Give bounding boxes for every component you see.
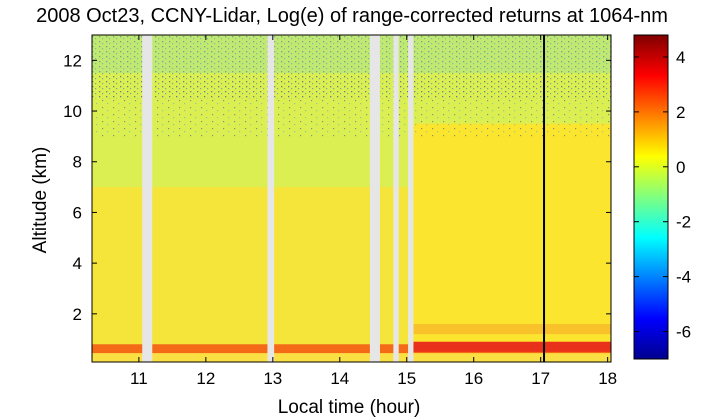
y-tick-label: 12 bbox=[63, 51, 82, 70]
colorbar: 4 2 0 -2 -4 -6 bbox=[633, 34, 691, 360]
noise-upper bbox=[92, 35, 611, 99]
data-gap bbox=[408, 35, 414, 362]
data-gap bbox=[393, 35, 399, 362]
data-gap bbox=[369, 35, 380, 362]
y-tick-label: 6 bbox=[73, 203, 82, 222]
chart-title: 2008 Oct23, CCNY-Lidar, Log(e) of range-… bbox=[36, 5, 668, 27]
y-tick-label: 4 bbox=[73, 254, 82, 273]
colorbar-tick-label: -2 bbox=[676, 213, 691, 232]
afternoon-field bbox=[413, 123, 611, 345]
y-axis-label: Altitude (km) bbox=[30, 147, 51, 254]
noise-mid bbox=[92, 98, 611, 137]
boundary-layer bbox=[92, 344, 611, 355]
x-axis-label: Local time (hour) bbox=[278, 397, 421, 418]
colorbar-tick-label: -6 bbox=[676, 323, 691, 342]
x-tick-label: 16 bbox=[464, 369, 483, 388]
x-tick-label: 14 bbox=[330, 369, 349, 388]
heatmap-plot-area bbox=[92, 35, 611, 362]
data-gap bbox=[267, 35, 275, 362]
data-gap bbox=[142, 35, 153, 362]
x-tick-label: 15 bbox=[397, 369, 416, 388]
colorbar-tick-label: 0 bbox=[676, 158, 685, 177]
plot-frame bbox=[91, 34, 612, 363]
colorbar-tick-label: -4 bbox=[676, 268, 691, 287]
y-tick-label: 8 bbox=[73, 153, 82, 172]
colorbar-tick-label: 4 bbox=[676, 48, 685, 67]
x-tick-label: 11 bbox=[130, 369, 148, 388]
x-tick-label: 12 bbox=[196, 369, 215, 388]
surface-layer bbox=[92, 353, 611, 362]
colorbar-tick-label: 2 bbox=[676, 103, 685, 122]
x-axis: 11 12 13 14 15 16 17 18 bbox=[130, 35, 617, 388]
upper-tint bbox=[92, 35, 611, 74]
x-tick-label: 18 bbox=[598, 369, 617, 388]
colorbar-frame bbox=[633, 34, 669, 360]
x-tick-label: 17 bbox=[531, 369, 550, 388]
y-tick-label: 10 bbox=[63, 102, 82, 121]
boundary-layer-strong bbox=[413, 341, 611, 352]
elevated-layer bbox=[413, 323, 611, 335]
x-tick-label: 13 bbox=[263, 369, 282, 388]
y-axis: 2 4 6 8 10 12 bbox=[63, 51, 611, 324]
y-tick-label: 2 bbox=[73, 305, 82, 324]
colorbar-gradient bbox=[634, 35, 668, 359]
